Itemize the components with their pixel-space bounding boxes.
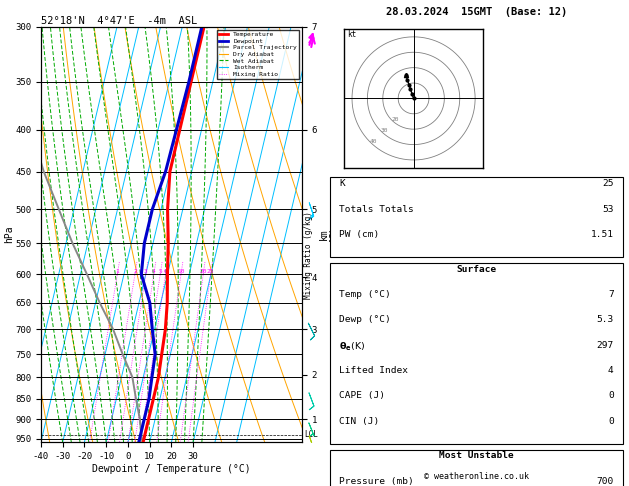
Text: PW (cm): PW (cm) bbox=[339, 230, 379, 239]
Y-axis label: hPa: hPa bbox=[4, 226, 14, 243]
Text: 4: 4 bbox=[152, 269, 156, 275]
Text: 53: 53 bbox=[602, 205, 614, 214]
Text: 40: 40 bbox=[369, 139, 377, 144]
Text: 10: 10 bbox=[177, 269, 185, 275]
Text: 3: 3 bbox=[144, 269, 148, 275]
Bar bbox=[330, 450, 623, 486]
Text: 700: 700 bbox=[596, 477, 614, 486]
Text: 5: 5 bbox=[159, 269, 162, 275]
Text: kt: kt bbox=[347, 30, 357, 39]
Text: 30: 30 bbox=[381, 128, 388, 133]
Text: © weatheronline.co.uk: © weatheronline.co.uk bbox=[424, 472, 529, 481]
Text: 7: 7 bbox=[608, 290, 614, 299]
Text: $\bf\theta_e$(K): $\bf\theta_e$(K) bbox=[339, 341, 365, 353]
Text: CAPE (J): CAPE (J) bbox=[339, 391, 385, 400]
Text: Surface: Surface bbox=[457, 265, 496, 274]
Text: Most Unstable: Most Unstable bbox=[439, 451, 514, 461]
Text: 1.51: 1.51 bbox=[591, 230, 614, 239]
Text: K: K bbox=[339, 179, 345, 189]
Text: Mixing Ratio (g/kg): Mixing Ratio (g/kg) bbox=[304, 211, 313, 299]
Text: LCL: LCL bbox=[304, 430, 318, 439]
Text: 1: 1 bbox=[116, 269, 119, 275]
Text: Lifted Index: Lifted Index bbox=[339, 366, 408, 375]
Text: 20: 20 bbox=[199, 269, 207, 275]
Text: Totals Totals: Totals Totals bbox=[339, 205, 414, 214]
Y-axis label: km
ASL: km ASL bbox=[318, 226, 340, 243]
Text: Pressure (mb): Pressure (mb) bbox=[339, 477, 414, 486]
Text: 52°18'N  4°47'E  -4m  ASL: 52°18'N 4°47'E -4m ASL bbox=[41, 16, 197, 26]
Text: Dewp (°C): Dewp (°C) bbox=[339, 315, 391, 325]
Text: 20: 20 bbox=[391, 117, 399, 122]
Text: CIN (J): CIN (J) bbox=[339, 417, 379, 426]
Text: 6: 6 bbox=[164, 269, 167, 275]
Text: 25: 25 bbox=[602, 179, 614, 189]
Bar bbox=[330, 177, 623, 257]
Text: 0: 0 bbox=[608, 417, 614, 426]
Legend: Temperature, Dewpoint, Parcel Trajectory, Dry Adiabat, Wet Adiabat, Isotherm, Mi: Temperature, Dewpoint, Parcel Trajectory… bbox=[217, 30, 299, 79]
Text: 2: 2 bbox=[133, 269, 136, 275]
Text: 25: 25 bbox=[207, 269, 214, 275]
Text: 28.03.2024  15GMT  (Base: 12): 28.03.2024 15GMT (Base: 12) bbox=[386, 7, 567, 17]
X-axis label: Dewpoint / Temperature (°C): Dewpoint / Temperature (°C) bbox=[92, 464, 251, 474]
Text: 5.3: 5.3 bbox=[596, 315, 614, 325]
Bar bbox=[330, 263, 623, 444]
Text: 297: 297 bbox=[596, 341, 614, 350]
Text: 0: 0 bbox=[608, 391, 614, 400]
Text: 4: 4 bbox=[608, 366, 614, 375]
Text: Temp (°C): Temp (°C) bbox=[339, 290, 391, 299]
